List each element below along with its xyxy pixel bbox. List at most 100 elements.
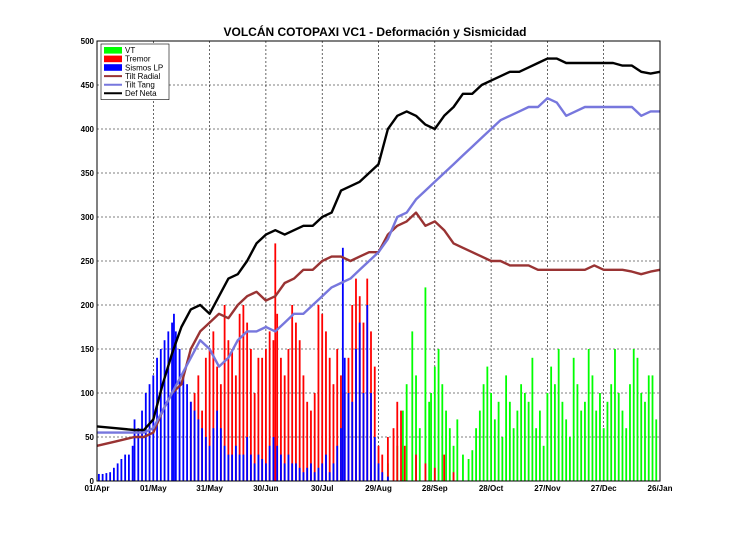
bar-sismos-lp: [341, 247, 344, 481]
legend-swatch-tremor: [104, 55, 122, 63]
bar-sismos-lp: [261, 459, 264, 481]
bar-tremor: [373, 366, 376, 481]
bar-tremor: [452, 472, 455, 481]
bar-tremor: [291, 305, 294, 481]
bar-tremor: [295, 322, 297, 481]
bar-sismos-lp: [343, 357, 346, 481]
bar-vt: [542, 445, 545, 481]
bar-sismos-lp: [227, 454, 230, 481]
bar-sismos-lp: [355, 349, 357, 481]
bar-sismos-lp: [253, 463, 256, 481]
y-tick-label: 0: [90, 477, 95, 486]
line-def-neta: [96, 57, 661, 432]
bar-vt: [441, 384, 444, 481]
bar-sismos-lp: [347, 393, 350, 481]
bar-vt: [430, 393, 432, 481]
bar-vt: [505, 375, 508, 481]
bar-vt: [614, 349, 616, 481]
bar-sismos-lp: [178, 349, 181, 481]
bar-vt: [591, 375, 594, 481]
bar-vt: [602, 428, 605, 481]
x-tick-label: 26/Jan: [648, 484, 673, 493]
bar-vt: [565, 419, 568, 481]
bar-tremor: [396, 401, 399, 481]
bar-sismos-lp: [141, 410, 143, 481]
x-tick-label: 28/Sep: [422, 484, 448, 493]
bar-sismos-lp: [317, 467, 320, 481]
y-tick-label: 150: [81, 345, 95, 354]
bar-vt: [647, 375, 650, 481]
bar-vt: [606, 401, 609, 481]
bar-sismos-lp: [120, 459, 123, 481]
bar-tremor: [332, 384, 335, 481]
bar-vt: [587, 349, 590, 481]
bar-vt: [482, 384, 485, 481]
bar-vt: [437, 349, 440, 481]
bar-sismos-lp: [298, 467, 301, 481]
bar-vt: [433, 366, 436, 481]
x-tick-label: 30/Jun: [253, 484, 278, 493]
bar-tremor: [227, 340, 230, 481]
bar-sismos-lp: [97, 473, 100, 481]
bar-tremor: [212, 331, 215, 481]
bar-tremor: [443, 454, 446, 481]
y-tick-label: 300: [81, 213, 95, 222]
bar-sismos-lp: [204, 437, 207, 481]
bar-sismos-lp: [116, 463, 119, 481]
bar-tremor: [381, 454, 384, 481]
bar-vt: [471, 450, 474, 481]
line-tilt-radial: [96, 211, 661, 447]
bar-tremor: [392, 428, 395, 481]
bar-sismos-lp: [173, 313, 175, 481]
bar-vt: [554, 384, 556, 481]
bar-tremor: [246, 322, 249, 481]
line-series-group: [96, 57, 661, 447]
bar-tremor: [306, 401, 309, 481]
bar-vt: [546, 393, 549, 481]
bar-vt: [531, 357, 534, 481]
bar-vt: [595, 410, 598, 481]
bar-vt: [448, 428, 451, 481]
bar-vt: [497, 401, 500, 481]
bar-vt: [576, 384, 579, 481]
bar-vt: [490, 393, 492, 481]
bar-sismos-lp: [189, 401, 192, 481]
bar-sismos-lp: [370, 393, 372, 481]
bar-vt: [452, 445, 455, 481]
bar-tremor: [268, 331, 271, 481]
bar-sismos-lp: [302, 472, 305, 481]
grid: [97, 41, 660, 481]
bar-tremor: [253, 393, 256, 481]
bar-sismos-lp: [171, 322, 173, 481]
bar-vt: [610, 384, 613, 481]
bar-tremor: [313, 393, 316, 481]
bar-sismos-lp: [340, 428, 342, 481]
bar-vt: [527, 401, 530, 481]
bar-vt: [561, 401, 564, 481]
bar-sismos-lp: [201, 428, 203, 481]
axis-ticks: 0 50 100 150 200 250 300 350 400 450 500 01/Apr 01/M…: [81, 37, 673, 493]
bar-tremor: [310, 410, 312, 481]
x-tick-label: 28/Oct: [479, 484, 504, 493]
bar-vt: [523, 393, 526, 481]
bar-sismos-lp: [234, 445, 237, 481]
bar-vt: [405, 384, 408, 481]
bar-sismos-lp: [276, 445, 279, 481]
bar-tremor: [302, 375, 305, 481]
bar-tremor: [283, 375, 286, 481]
legend-label-sismos-lp: Sismos LP: [125, 63, 163, 72]
bar-sismos-lp: [216, 410, 219, 481]
bar-vt: [632, 349, 635, 481]
bar-tremor: [386, 437, 389, 481]
bar-sismos-lp: [238, 454, 241, 481]
bar-tremor: [415, 454, 417, 481]
bar-sismos-lp: [124, 454, 127, 481]
x-tick-label: 31/May: [196, 484, 223, 493]
bar-sismos-lp: [321, 463, 324, 481]
bar-vt: [424, 287, 427, 481]
y-tick-label: 100: [81, 389, 95, 398]
bar-tremor: [321, 313, 324, 481]
bar-sismos-lp: [193, 410, 196, 481]
bar-sismos-lp: [242, 454, 245, 481]
